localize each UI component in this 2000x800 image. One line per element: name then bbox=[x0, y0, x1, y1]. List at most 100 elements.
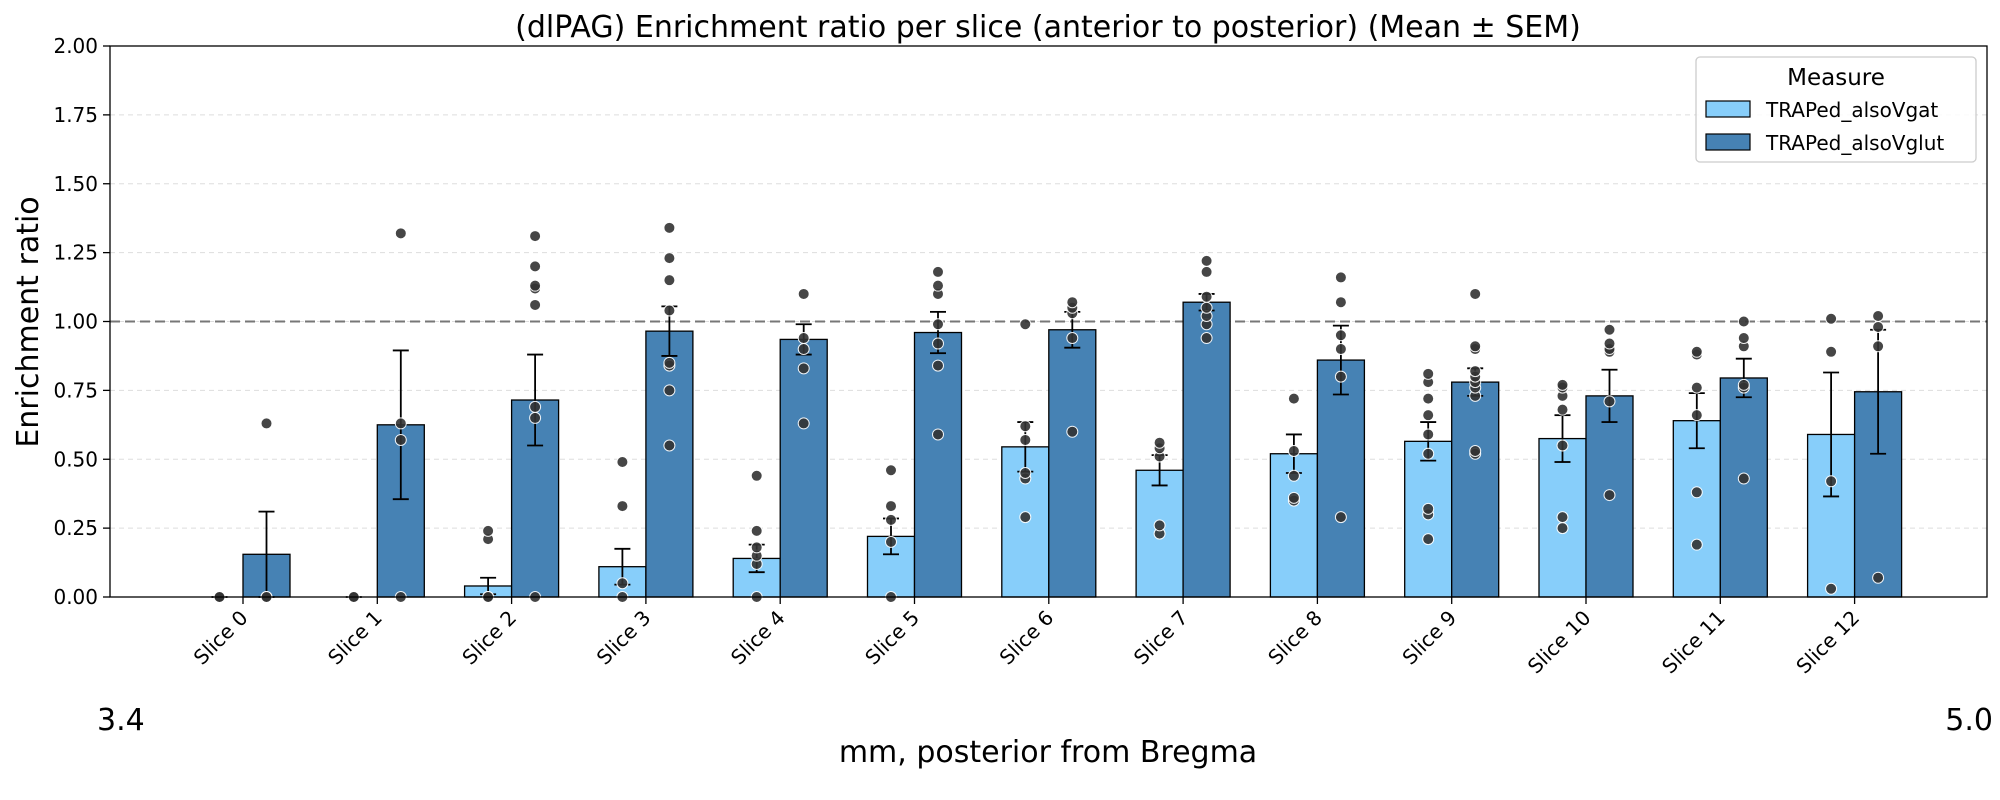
data-point bbox=[1690, 409, 1703, 422]
x-tick-label: Slice 1 bbox=[323, 606, 387, 670]
legend-label-vglut: TRAPed_alsoVglut bbox=[1765, 131, 1944, 155]
data-point bbox=[1422, 447, 1435, 460]
data-point bbox=[1872, 321, 1885, 334]
legend-box bbox=[1695, 56, 1977, 163]
x-tick-label: Slice 5 bbox=[860, 606, 924, 670]
data-point bbox=[1019, 433, 1032, 446]
data-point bbox=[1019, 420, 1032, 433]
data-point bbox=[1872, 309, 1885, 322]
data-point bbox=[529, 230, 542, 243]
data-point bbox=[1556, 403, 1569, 416]
data-point bbox=[1200, 265, 1213, 278]
y-tick-label: 0.75 bbox=[53, 378, 98, 402]
y-tick-label: 1.25 bbox=[53, 241, 98, 265]
data-point bbox=[1019, 467, 1032, 480]
bars-layer bbox=[242, 301, 1903, 598]
bar bbox=[1182, 301, 1231, 598]
data-point bbox=[616, 500, 629, 513]
data-point bbox=[1690, 538, 1703, 551]
data-point bbox=[1422, 409, 1435, 422]
legend-swatch-vglut bbox=[1705, 133, 1751, 151]
legend-swatch-vgat bbox=[1705, 100, 1751, 118]
data-point bbox=[663, 439, 676, 452]
data-point bbox=[1066, 296, 1079, 309]
data-point bbox=[932, 279, 944, 292]
data-point bbox=[529, 260, 542, 273]
data-point bbox=[885, 535, 897, 548]
data-point bbox=[1153, 436, 1166, 449]
data-point bbox=[1334, 296, 1347, 309]
data-point bbox=[1422, 392, 1435, 405]
data-point bbox=[529, 411, 542, 424]
data-point bbox=[1737, 315, 1750, 328]
x-tick-label: Slice 2 bbox=[457, 606, 521, 670]
bar bbox=[913, 331, 963, 598]
data-point bbox=[1019, 318, 1032, 331]
data-point bbox=[750, 541, 763, 554]
data-point bbox=[1334, 329, 1347, 342]
data-point bbox=[1872, 340, 1885, 353]
data-point bbox=[1825, 475, 1838, 488]
bar bbox=[1316, 359, 1366, 598]
data-point bbox=[1422, 533, 1435, 546]
y-tick-label: 2.00 bbox=[53, 34, 98, 58]
data-point bbox=[1603, 323, 1616, 336]
data-point bbox=[394, 433, 407, 446]
data-point bbox=[1872, 571, 1885, 584]
legend: Measure TRAPed_alsoVgat TRAPed_alsoVglut bbox=[1695, 56, 1977, 163]
data-point bbox=[529, 400, 542, 413]
data-point bbox=[529, 298, 542, 311]
y-tick-label: 0.00 bbox=[53, 585, 98, 609]
data-point bbox=[1469, 444, 1482, 457]
bar bbox=[779, 338, 828, 598]
data-point bbox=[1287, 392, 1300, 405]
data-point bbox=[932, 428, 944, 441]
data-point bbox=[1603, 337, 1616, 350]
data-point bbox=[616, 577, 629, 590]
data-point bbox=[1469, 365, 1482, 378]
data-point bbox=[932, 337, 944, 350]
data-point bbox=[885, 513, 897, 526]
data-point bbox=[1334, 271, 1347, 284]
x-tick-label: Slice 4 bbox=[726, 606, 790, 670]
data-point bbox=[797, 332, 810, 345]
data-point bbox=[1690, 381, 1703, 394]
data-point bbox=[1556, 439, 1569, 452]
data-point bbox=[482, 524, 495, 537]
x-tick-label: Slice 0 bbox=[189, 606, 253, 670]
x-tick-label: Slice 7 bbox=[1129, 606, 1193, 670]
data-point bbox=[1556, 378, 1569, 391]
data-point bbox=[1422, 367, 1435, 380]
legend-title: Measure bbox=[1787, 65, 1885, 91]
data-point bbox=[1825, 345, 1838, 358]
bar bbox=[1451, 381, 1500, 598]
data-point bbox=[1334, 343, 1347, 356]
data-point bbox=[1066, 425, 1079, 438]
bar bbox=[1048, 329, 1097, 598]
bar bbox=[1672, 420, 1721, 598]
data-point bbox=[797, 343, 810, 356]
data-point bbox=[932, 265, 944, 278]
data-point bbox=[663, 274, 676, 287]
data-point bbox=[1556, 511, 1569, 524]
data-point bbox=[797, 362, 810, 375]
data-point bbox=[1556, 522, 1569, 535]
data-point bbox=[1019, 511, 1032, 524]
data-point bbox=[1334, 511, 1347, 524]
data-point bbox=[1066, 332, 1079, 345]
data-point bbox=[750, 524, 763, 537]
data-point bbox=[663, 221, 676, 234]
data-point bbox=[663, 252, 676, 265]
data-point bbox=[394, 227, 407, 240]
x-axis: Slice 0 Slice 1 Slice 2 Slice 3 Slice 4 Slice… bbox=[189, 597, 1864, 678]
data-point bbox=[1200, 301, 1213, 314]
data-point bbox=[1153, 519, 1166, 532]
data-point bbox=[1690, 345, 1703, 358]
data-point bbox=[1737, 472, 1750, 485]
x-tick-label: Slice 9 bbox=[1397, 606, 1461, 670]
y-tick-label: 1.50 bbox=[53, 172, 98, 196]
data-point bbox=[1200, 290, 1213, 303]
data-point bbox=[616, 456, 629, 469]
data-point bbox=[1469, 287, 1482, 300]
